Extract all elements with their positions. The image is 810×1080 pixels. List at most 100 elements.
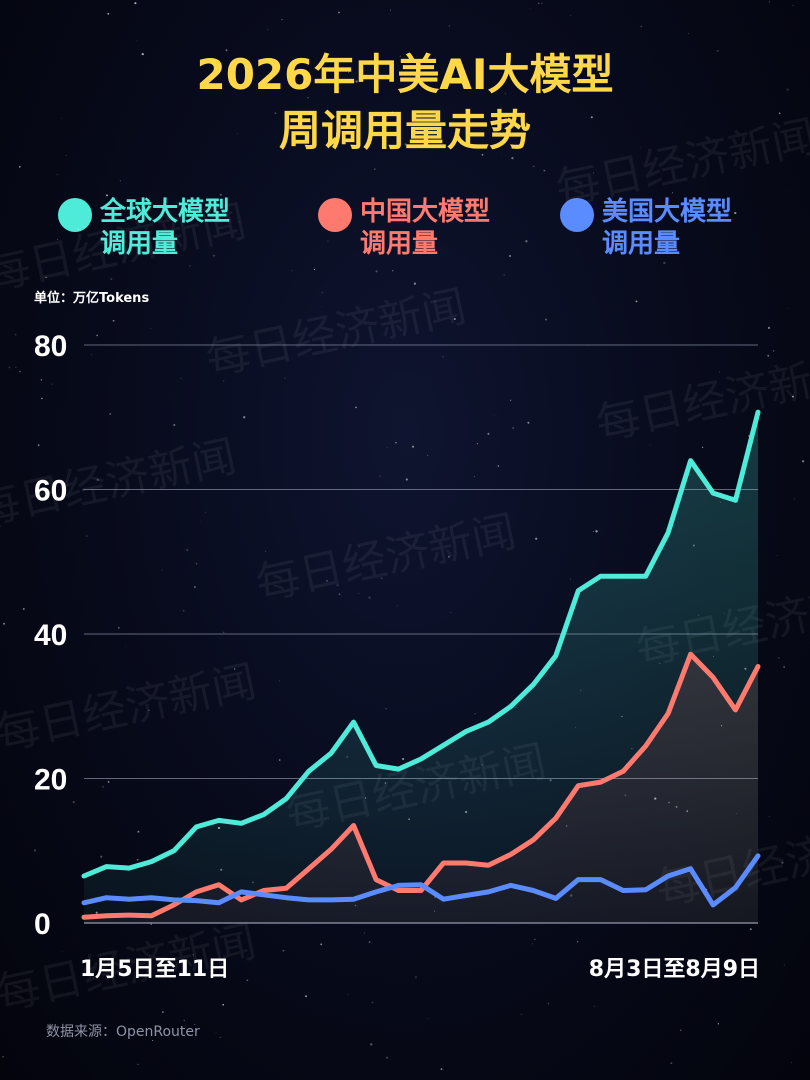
star xyxy=(427,454,429,456)
star xyxy=(105,194,109,197)
star xyxy=(395,442,397,444)
star xyxy=(327,240,329,242)
star xyxy=(718,371,721,373)
legend-label-us-line1: 美国大模型 xyxy=(602,197,733,227)
star xyxy=(186,548,189,552)
star xyxy=(396,605,398,607)
star xyxy=(511,156,514,160)
star xyxy=(509,255,511,257)
star xyxy=(487,432,490,435)
star xyxy=(239,221,240,223)
star xyxy=(358,593,360,594)
star xyxy=(219,193,222,196)
star xyxy=(781,861,784,864)
star xyxy=(41,397,43,400)
star xyxy=(307,96,309,99)
star xyxy=(787,308,788,309)
star xyxy=(338,123,341,126)
legend-dot-china xyxy=(318,198,352,232)
star xyxy=(635,300,638,303)
y-tick-label: 80 xyxy=(34,330,67,363)
x-tick-last: 8月3日至8月9日 xyxy=(589,957,760,982)
star xyxy=(399,55,401,57)
star xyxy=(193,586,196,588)
star xyxy=(547,1003,549,1005)
legend-label-china-line1: 中国大模型 xyxy=(360,197,491,227)
star xyxy=(219,1036,221,1039)
star xyxy=(792,5,794,6)
star xyxy=(640,25,642,28)
series-line-us xyxy=(81,853,761,908)
star xyxy=(701,446,704,448)
star xyxy=(267,29,269,31)
star xyxy=(313,269,315,271)
star xyxy=(368,941,371,943)
star xyxy=(769,816,770,817)
star xyxy=(233,668,236,670)
star xyxy=(577,941,579,943)
star xyxy=(532,165,535,168)
star xyxy=(776,555,778,556)
star xyxy=(65,154,67,156)
star xyxy=(134,2,137,5)
star xyxy=(0,525,1,527)
star xyxy=(77,228,80,231)
star xyxy=(338,11,340,14)
star xyxy=(375,270,378,273)
star xyxy=(570,15,572,17)
star xyxy=(200,521,202,522)
star xyxy=(434,300,436,302)
star xyxy=(476,443,478,445)
star xyxy=(504,92,507,94)
star xyxy=(205,511,206,513)
star xyxy=(180,377,182,379)
star xyxy=(778,657,780,659)
star xyxy=(90,354,92,355)
star xyxy=(716,50,719,52)
unit-label: 单位：万亿Tokens xyxy=(34,291,150,306)
watermark-text: 每日经济新闻 xyxy=(202,281,471,386)
star xyxy=(525,240,528,243)
star xyxy=(783,666,785,668)
star xyxy=(457,196,460,199)
star xyxy=(493,414,495,416)
legend-dot-global xyxy=(58,198,92,232)
star xyxy=(427,1018,429,1019)
legend-dot-us xyxy=(560,198,594,232)
star xyxy=(371,247,373,249)
star xyxy=(265,550,266,552)
star xyxy=(442,356,444,358)
star xyxy=(355,406,357,409)
star xyxy=(791,395,794,398)
star xyxy=(453,317,456,321)
watermark-text: 每日经济新闻 xyxy=(552,111,810,216)
star xyxy=(347,72,349,73)
star xyxy=(447,555,450,558)
y-tick-label: 0 xyxy=(34,908,51,941)
star xyxy=(112,319,115,322)
star xyxy=(355,80,358,83)
star xyxy=(305,995,307,998)
star xyxy=(238,1078,239,1079)
x-tick-first: 1月5日至11日 xyxy=(80,957,229,982)
star xyxy=(510,399,512,401)
source-label: 数据来源：OpenRouter xyxy=(46,1024,200,1040)
watermark-text: 每日经济新闻 xyxy=(0,196,251,301)
star xyxy=(535,537,538,540)
star xyxy=(370,1043,373,1046)
star xyxy=(520,1013,522,1015)
star xyxy=(189,265,191,267)
star xyxy=(51,383,53,385)
star xyxy=(102,785,105,788)
star xyxy=(320,943,323,946)
star xyxy=(414,976,418,979)
star xyxy=(338,593,341,596)
star xyxy=(119,180,121,182)
star xyxy=(18,165,21,168)
star xyxy=(794,498,796,500)
star xyxy=(541,2,543,4)
star xyxy=(86,535,88,537)
star xyxy=(195,562,198,565)
star xyxy=(141,52,144,56)
star xyxy=(593,1005,595,1007)
